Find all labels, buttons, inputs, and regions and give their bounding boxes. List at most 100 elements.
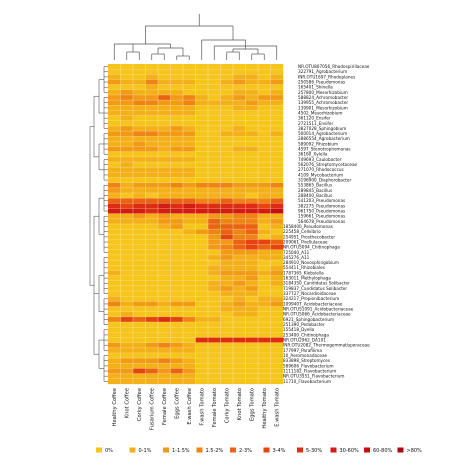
heatmap-cell (208, 280, 221, 287)
heatmap-cell (158, 208, 171, 214)
heatmap-cell (133, 100, 146, 106)
heatmap-cell (145, 115, 159, 121)
heatmap-cell (133, 203, 146, 209)
heatmap-cell (158, 378, 171, 385)
heatmap-cell (133, 182, 146, 189)
heatmap-cell (133, 363, 146, 369)
heatmap-cell (208, 301, 221, 307)
heatmap-cell (270, 125, 284, 132)
heatmap-cell (270, 167, 284, 173)
heatmap-cell (158, 332, 171, 338)
heatmap-cell (270, 136, 284, 142)
legend-swatch (297, 447, 303, 453)
heatmap-cell (133, 347, 146, 354)
heatmap-cell (158, 74, 171, 80)
heatmap-cell (133, 105, 146, 111)
heatmap-cells (108, 64, 284, 385)
heatmap-cell (233, 337, 246, 343)
heatmap-cell (133, 125, 146, 132)
row-label: 589606_Flavobacterium (283, 363, 334, 368)
heatmap-cell (133, 352, 146, 359)
row-label: 289845_Bacillus (298, 188, 332, 193)
heatmap-cell (183, 322, 196, 328)
heatmap-cell (233, 254, 246, 261)
heatmap-cell (245, 280, 259, 287)
heatmap-cell (170, 69, 184, 75)
heatmap-cell (195, 296, 209, 302)
heatmap-cell (170, 352, 184, 359)
heatmap-cell (183, 182, 196, 189)
heatmap-cell (195, 105, 209, 111)
row-label: NR.OTU2962_DA101 (283, 337, 326, 342)
heatmap-cell (170, 193, 184, 199)
heatmap-cell (170, 306, 184, 312)
heatmap-cell (108, 378, 121, 385)
legend-swatch (196, 447, 203, 453)
row-label: 322791_Agrobacterium (298, 69, 347, 74)
heatmap-cell (170, 131, 184, 137)
column-labels: Healthy Coffee Knot Coffee Corky Coffee Fus… (112, 388, 281, 430)
heatmap-cell (245, 115, 259, 121)
heatmap-cell (258, 337, 271, 343)
heatmap-cell (120, 105, 134, 111)
heatmap-cell (108, 322, 121, 328)
heatmap-cell (145, 373, 159, 379)
heatmap-cell (233, 332, 246, 338)
heatmap-cell (108, 265, 121, 271)
heatmap-cell (208, 120, 221, 127)
heatmap-cell (158, 131, 171, 137)
heatmap-cell (145, 172, 159, 178)
row-label: 257800_Mesorhizobium (298, 90, 348, 95)
heatmap-cell (245, 239, 259, 245)
heatmap-cell (120, 291, 134, 297)
heatmap-cell (233, 167, 246, 173)
heatmap-cell (220, 223, 234, 230)
heatmap-cell (133, 332, 146, 338)
heatmap-cell (170, 141, 184, 147)
legend-label: 0-1% (139, 448, 152, 454)
heatmap-cell (220, 100, 234, 106)
heatmap-cell (120, 234, 134, 240)
heatmap-cell (195, 332, 209, 338)
heatmap-cell (245, 306, 259, 312)
heatmap-cell (120, 131, 134, 137)
heatmap-cell (208, 342, 221, 348)
heatmap-cell (220, 105, 234, 111)
heatmap-cell (258, 136, 271, 142)
heatmap-cell (158, 280, 171, 287)
row-label: 4109_Mycobacterium (298, 172, 343, 177)
heatmap-cell (220, 239, 234, 245)
heatmap-cell (158, 156, 171, 163)
heatmap-cell (158, 151, 171, 158)
heatmap-cell (233, 100, 246, 106)
legend: 0% 0-1% 1-1.5% 1.5-2% 2-3% 3-4% 5-30% 30-60% 60-… (96, 447, 422, 454)
legend-label: 30-60% (340, 448, 360, 454)
heatmap-cell (245, 125, 259, 132)
heatmap-cell (108, 270, 121, 276)
heatmap-cell (120, 260, 134, 266)
heatmap-cell (220, 167, 234, 173)
heatmap-cell (170, 270, 184, 276)
heatmap-cell (108, 115, 121, 121)
heatmap-cell (270, 64, 284, 70)
heatmap-cell (108, 316, 121, 323)
heatmap-cell (133, 306, 146, 312)
heatmap-cell (158, 270, 171, 276)
heatmap-cell (170, 332, 184, 338)
heatmap-cell (208, 177, 221, 183)
heatmap-cell (245, 89, 259, 96)
heatmap-cell (208, 363, 221, 369)
heatmap-cell (183, 368, 196, 374)
heatmap-cell (120, 136, 134, 142)
heatmap-cell (108, 291, 121, 297)
heatmap-cell (145, 291, 159, 297)
heatmap-cell (233, 208, 246, 214)
heatmap-cell (108, 156, 121, 163)
heatmap-cell (195, 69, 209, 75)
heatmap-cell (158, 337, 171, 343)
heatmap-cell (195, 363, 209, 369)
heatmap-cell (145, 260, 159, 266)
heatmap-cell (133, 249, 146, 256)
heatmap-cell (195, 136, 209, 142)
heatmap-cell (245, 151, 259, 158)
